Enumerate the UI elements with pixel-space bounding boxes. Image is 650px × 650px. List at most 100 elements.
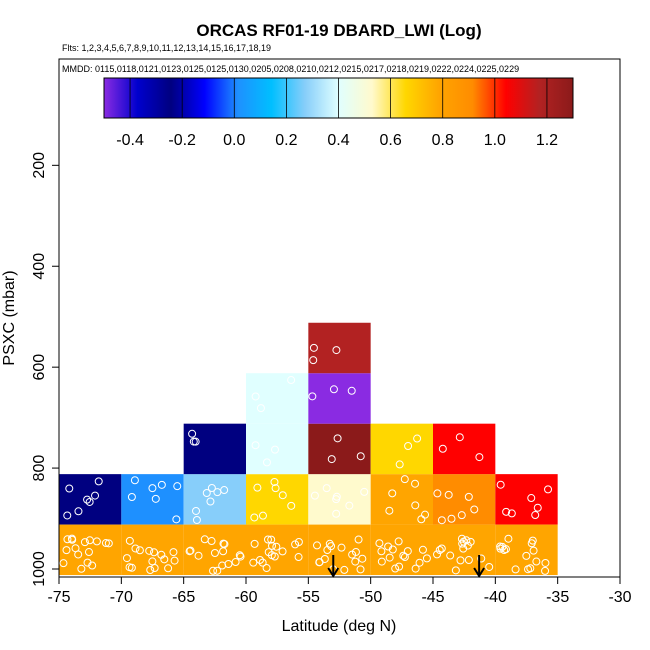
heatmap-cell xyxy=(495,474,558,525)
observation-point xyxy=(220,540,229,549)
observation-point xyxy=(59,559,68,568)
observation-point xyxy=(377,557,386,566)
observation-point xyxy=(192,515,201,524)
observation-point xyxy=(504,534,513,543)
observation-point xyxy=(418,545,427,554)
observation-point xyxy=(256,404,265,413)
observation-point xyxy=(309,356,318,365)
observation-point xyxy=(202,488,211,497)
heatmap-cell xyxy=(495,524,558,576)
observation-point xyxy=(213,566,222,575)
observation-point xyxy=(457,511,466,520)
observation-point xyxy=(62,546,71,555)
observation-point xyxy=(157,550,166,559)
observation-point xyxy=(399,551,408,560)
x-tick-label: -50 xyxy=(359,589,382,606)
observation-point xyxy=(347,386,356,395)
observation-point xyxy=(310,491,319,500)
observation-point xyxy=(148,484,157,493)
observation-point xyxy=(213,488,222,497)
observation-point xyxy=(466,537,475,546)
observation-point xyxy=(384,542,393,551)
observation-point xyxy=(541,566,550,575)
y-tick-label: 200 xyxy=(31,152,48,179)
observation-point xyxy=(287,501,296,510)
observation-point xyxy=(329,385,338,394)
observation-point xyxy=(151,494,160,503)
observation-point xyxy=(400,475,409,484)
observation-point xyxy=(433,550,442,559)
observation-point xyxy=(451,566,460,575)
observation-point xyxy=(485,562,494,571)
observation-point xyxy=(337,543,346,552)
observation-point xyxy=(421,510,430,519)
observation-point xyxy=(200,535,209,544)
observation-point xyxy=(172,515,181,524)
heatmap-cell xyxy=(59,524,122,576)
observation-point xyxy=(236,552,245,561)
observation-point xyxy=(164,564,173,573)
observation-point xyxy=(270,445,279,454)
x-axis-label: Latitude (deg N) xyxy=(282,618,397,635)
observation-point xyxy=(391,564,400,573)
observation-point xyxy=(249,558,258,567)
observation-point xyxy=(356,565,365,574)
observation-point xyxy=(85,497,94,506)
observation-point xyxy=(529,546,538,555)
observation-point xyxy=(189,437,198,446)
observation-point xyxy=(531,511,540,520)
observation-point xyxy=(511,565,520,574)
observation-point xyxy=(377,547,386,556)
observation-point xyxy=(250,513,259,522)
observation-points xyxy=(59,343,553,575)
x-tick-label: -65 xyxy=(172,589,195,606)
x-tick-label: -45 xyxy=(421,589,444,606)
observation-point xyxy=(457,534,466,543)
observation-point xyxy=(322,484,331,493)
y-axis: 200 400 600 800 1000 xyxy=(31,152,60,587)
observation-point xyxy=(122,554,131,563)
observation-point xyxy=(375,539,384,548)
observation-point xyxy=(356,452,365,461)
observation-point xyxy=(385,553,394,562)
x-tick-label: -30 xyxy=(608,589,631,606)
observation-point xyxy=(411,564,420,573)
y-tick-label: 400 xyxy=(31,253,48,280)
observation-point xyxy=(532,557,541,566)
observation-point xyxy=(80,538,89,547)
observation-point xyxy=(150,548,159,557)
observation-point xyxy=(332,346,341,355)
observation-point xyxy=(332,509,341,518)
observation-point xyxy=(415,558,424,567)
heatmap-cell xyxy=(370,524,433,576)
observation-point xyxy=(458,539,467,548)
observation-point xyxy=(433,489,442,498)
observation-point xyxy=(169,548,178,557)
observation-point xyxy=(263,535,272,544)
observation-point xyxy=(327,455,336,464)
observation-point xyxy=(101,539,110,548)
observation-point xyxy=(354,535,363,544)
observation-point xyxy=(524,565,533,574)
observation-point xyxy=(135,546,144,555)
observation-point xyxy=(315,558,324,567)
observation-point xyxy=(287,376,296,385)
chart-title: ORCAS RF01-19 DBARD_LWI (Log) xyxy=(196,21,481,40)
observation-point xyxy=(253,483,262,492)
observation-point xyxy=(224,559,233,568)
observation-point xyxy=(258,558,267,567)
observation-point xyxy=(333,434,342,443)
observation-point xyxy=(258,511,267,520)
observation-point xyxy=(325,539,334,548)
observation-point xyxy=(262,458,271,467)
observation-point xyxy=(500,546,509,555)
observation-point xyxy=(231,558,240,567)
observation-point xyxy=(464,492,473,501)
x-tick-label: -70 xyxy=(110,589,133,606)
observation-point xyxy=(456,556,465,565)
observation-point xyxy=(541,558,550,567)
observation-point xyxy=(270,552,279,561)
observation-point xyxy=(251,441,260,450)
observation-point xyxy=(438,444,447,453)
heatmap-cells xyxy=(59,322,558,576)
